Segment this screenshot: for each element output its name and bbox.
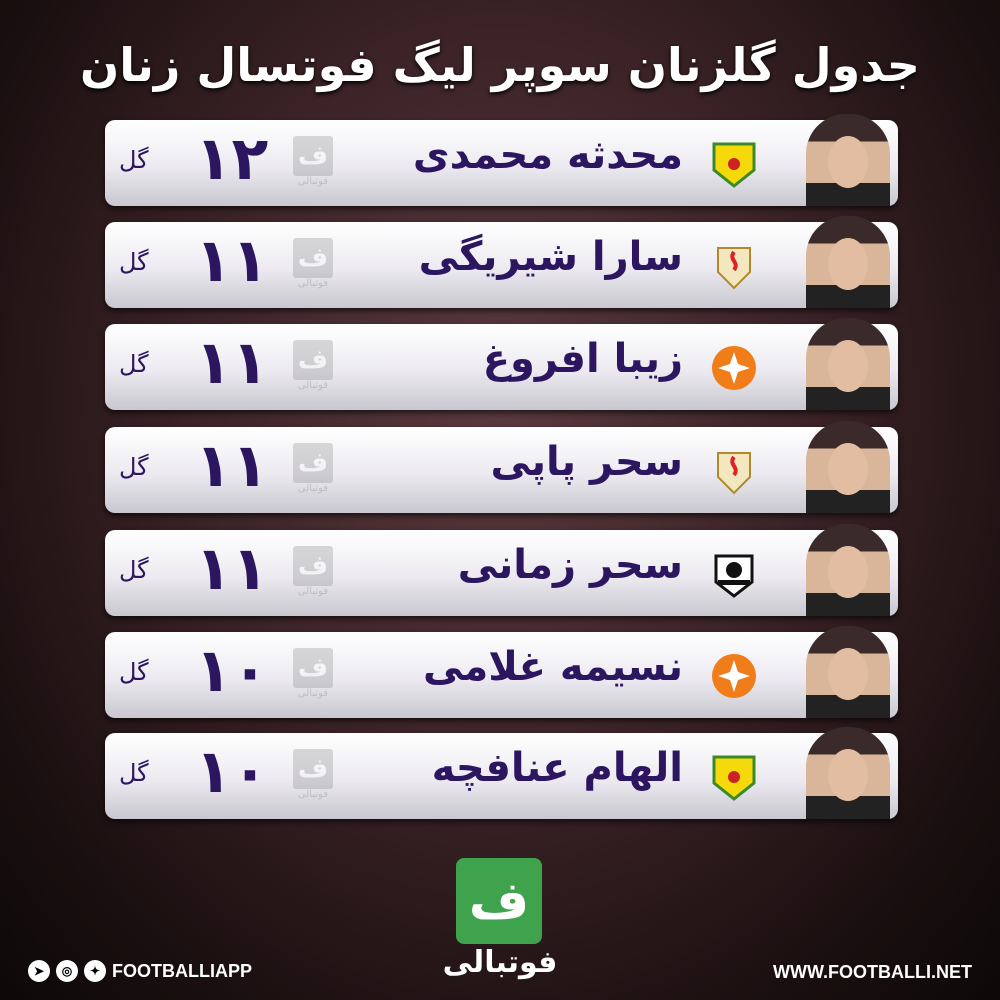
goal-count: ۱۱ [195,226,269,296]
goal-unit: گل [119,658,149,686]
player-row: نسیمه غلامی ف فوتبالی ۱۰ گل [105,626,898,718]
player-name: سحر زمانی [457,542,683,588]
player-row: الهام عنافچه ف فوتبالی ۱۰ گل [105,727,898,819]
player-row: زیبا افروغ ف فوتبالی ۱۱ گل [105,318,898,410]
goal-unit: گل [119,556,149,584]
player-photo [806,216,890,308]
watermark-logo: ف فوتبالی [293,443,333,498]
watermark-logo: ف فوتبالی [293,749,333,804]
watermark-logo: ف فوتبالی [293,136,333,191]
player-row: سحر زمانی ف فوتبالی ۱۱ گل [105,524,898,616]
brand-name: فوتبالی [442,945,558,980]
goal-unit: گل [119,248,149,276]
player-row: محدثه محمدی ف فوتبالی ۱۲ گل [105,114,898,206]
team-logo-icon [710,550,758,598]
player-photo [806,421,890,513]
watermark-logo: ف فوتبالی [293,648,333,703]
player-name: الهام عنافچه [431,745,683,791]
page-title: جدول گلزنان سوپر لیگ فوتسال زنان [80,38,920,92]
team-logo-icon [710,242,758,290]
team-logo-icon [710,753,758,801]
goal-count: ۱۱ [195,328,269,398]
watermark-logo: ف فوتبالی [293,340,333,395]
website: WWW.FOOTBALLI.NET [773,962,972,982]
player-photo [806,727,890,819]
player-name: زیبا افروغ [482,336,683,382]
team-logo-icon [710,344,758,392]
twitter-icon[interactable]: ✦ [84,960,106,982]
player-photo [806,318,890,410]
instagram-icon[interactable]: ◎ [56,960,78,982]
team-logo-icon [710,140,758,188]
player-name: سحر پاپی [490,439,684,485]
team-logo-icon [710,447,758,495]
player-photo [806,626,890,718]
player-photo [806,524,890,616]
goal-unit: گل [119,759,149,787]
goal-count: ۱۲ [195,124,269,194]
player-name: محدثه محمدی [412,132,683,178]
goal-unit: گل [119,146,149,174]
goal-count: ۱۰ [195,737,269,807]
goal-count: ۱۰ [195,636,269,706]
team-logo-icon [710,652,758,700]
goal-unit: گل [119,350,149,378]
footballi-logo: ف [456,858,542,944]
player-row: سارا شیریگی ف فوتبالی ۱۱ گل [105,216,898,308]
goal-count: ۱۱ [195,534,269,604]
watermark-logo: ف فوتبالی [293,546,333,601]
player-name: نسیمه غلامی [423,644,683,690]
goal-unit: گل [119,453,149,481]
player-row: سحر پاپی ف فوتبالی ۱۱ گل [105,421,898,513]
goal-count: ۱۱ [195,431,269,501]
social-links: ➤ ◎ ✦ FOOTBALLIAPP [28,960,252,982]
player-name: سارا شیریگی [418,234,683,280]
social-handle: FOOTBALLIAPP [112,960,252,981]
watermark-logo: ف فوتبالی [293,238,333,293]
telegram-icon[interactable]: ➤ [28,960,50,982]
player-photo [806,114,890,206]
